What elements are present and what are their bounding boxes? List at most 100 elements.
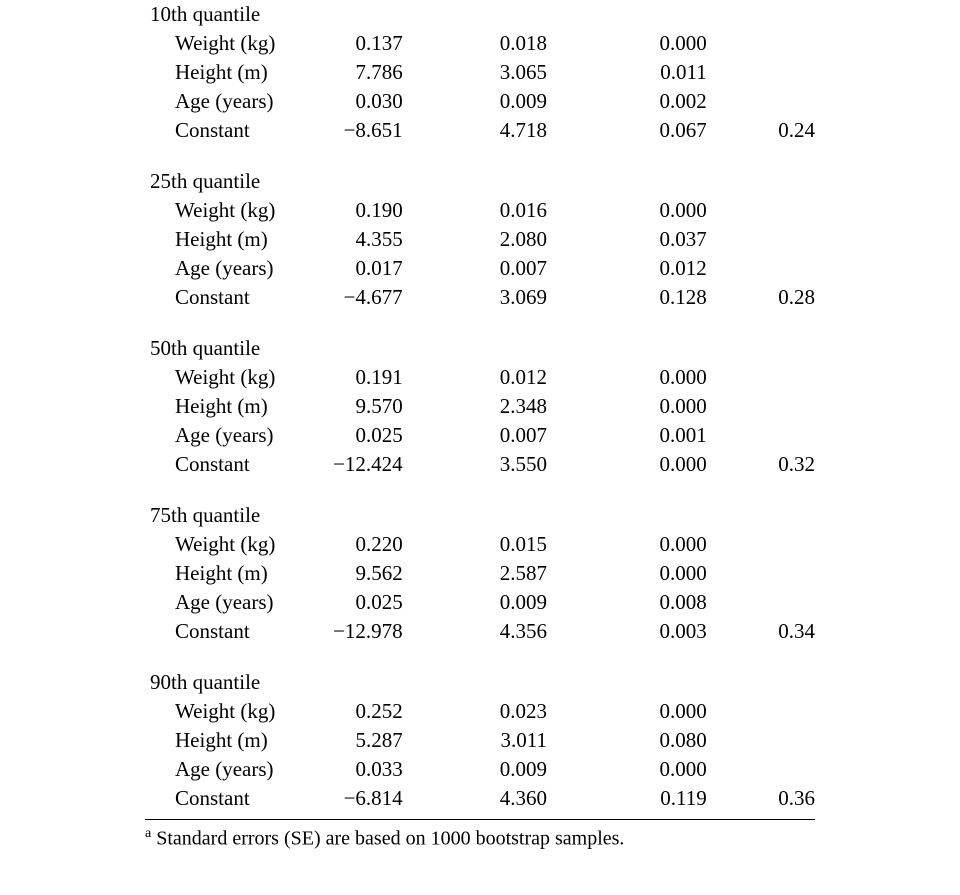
- variable-label: Weight (kg): [145, 363, 305, 392]
- group-title: 75th quantile: [145, 501, 815, 530]
- cell-b: 0.220: [305, 530, 403, 559]
- cell-r2: [707, 363, 815, 392]
- cell-se: 3.011: [403, 726, 547, 755]
- cell-p: 0.012: [547, 254, 707, 283]
- cell-p: 0.008: [547, 588, 707, 617]
- footnote: a Standard errors (SE) are based on 1000…: [145, 820, 815, 851]
- variable-label: Height (m): [145, 726, 305, 755]
- cell-r2: [707, 29, 815, 58]
- variable-label: Height (m): [145, 58, 305, 87]
- group-title: 50th quantile: [145, 334, 815, 363]
- cell-p: 0.000: [547, 363, 707, 392]
- cell-p: 0.000: [547, 697, 707, 726]
- table-row: Constant−12.4243.5500.0000.32: [145, 450, 815, 479]
- table-row: Weight (kg)0.1910.0120.000: [145, 363, 815, 392]
- variable-label: Constant: [145, 450, 305, 479]
- cell-p: 0.128: [547, 283, 707, 312]
- group-header: 50th quantile: [145, 334, 815, 363]
- cell-r2: 0.36: [707, 784, 815, 813]
- variable-label: Height (m): [145, 559, 305, 588]
- table-row: Age (years)0.0250.0090.008: [145, 588, 815, 617]
- cell-b: 9.562: [305, 559, 403, 588]
- table-row: Age (years)0.0300.0090.002: [145, 87, 815, 116]
- cell-p: 0.000: [547, 450, 707, 479]
- variable-label: Constant: [145, 283, 305, 312]
- bottom-rule: [145, 813, 815, 820]
- group-title: 90th quantile: [145, 668, 815, 697]
- variable-label: Age (years): [145, 588, 305, 617]
- cell-r2: [707, 392, 815, 421]
- cell-b: 9.570: [305, 392, 403, 421]
- variable-label: Constant: [145, 784, 305, 813]
- cell-se: 4.718: [403, 116, 547, 145]
- cell-p: 0.119: [547, 784, 707, 813]
- cell-b: 0.025: [305, 588, 403, 617]
- cell-se: 0.007: [403, 254, 547, 283]
- cell-p: 0.001: [547, 421, 707, 450]
- table-row: Weight (kg)0.1900.0160.000: [145, 196, 815, 225]
- data-table: 10th quantileWeight (kg)0.1370.0180.000H…: [145, 0, 815, 820]
- cell-r2: [707, 87, 815, 116]
- cell-r2: 0.28: [707, 283, 815, 312]
- spacer-row: [145, 312, 815, 334]
- spacer-row: [145, 479, 815, 501]
- cell-b: 0.137: [305, 29, 403, 58]
- cell-p: 0.000: [547, 29, 707, 58]
- table-row: Weight (kg)0.2520.0230.000: [145, 697, 815, 726]
- cell-p: 0.003: [547, 617, 707, 646]
- cell-se: 0.015: [403, 530, 547, 559]
- spacer-row: [145, 145, 815, 167]
- cell-r2: [707, 254, 815, 283]
- table-row: Weight (kg)0.1370.0180.000: [145, 29, 815, 58]
- cell-b: 4.355: [305, 225, 403, 254]
- cell-se: 0.023: [403, 697, 547, 726]
- cell-r2: 0.32: [707, 450, 815, 479]
- group-header: 75th quantile: [145, 501, 815, 530]
- cell-p: 0.000: [547, 755, 707, 784]
- cell-b: 0.033: [305, 755, 403, 784]
- cell-b: 0.025: [305, 421, 403, 450]
- cell-p: 0.067: [547, 116, 707, 145]
- cell-b: 0.252: [305, 697, 403, 726]
- cell-r2: 0.34: [707, 617, 815, 646]
- table-row: Age (years)0.0170.0070.012: [145, 254, 815, 283]
- cell-b: 0.030: [305, 87, 403, 116]
- table-row: Height (m)4.3552.0800.037: [145, 225, 815, 254]
- cell-p: 0.037: [547, 225, 707, 254]
- cell-b: 0.190: [305, 196, 403, 225]
- cell-b: −8.651: [305, 116, 403, 145]
- variable-label: Height (m): [145, 225, 305, 254]
- variable-label: Constant: [145, 617, 305, 646]
- cell-b: 7.786: [305, 58, 403, 87]
- footnote-text: Standard errors (SE) are based on 1000 b…: [151, 828, 624, 850]
- table-row: Height (m)9.5622.5870.000: [145, 559, 815, 588]
- cell-se: 0.009: [403, 755, 547, 784]
- variable-label: Weight (kg): [145, 196, 305, 225]
- table-row: Age (years)0.0250.0070.001: [145, 421, 815, 450]
- cell-b: 0.191: [305, 363, 403, 392]
- cell-p: 0.011: [547, 58, 707, 87]
- cell-r2: [707, 225, 815, 254]
- cell-b: −12.424: [305, 450, 403, 479]
- group-header: 10th quantile: [145, 0, 815, 29]
- cell-r2: [707, 421, 815, 450]
- group-header: 25th quantile: [145, 167, 815, 196]
- cell-r2: [707, 559, 815, 588]
- cell-b: 0.017: [305, 254, 403, 283]
- cell-b: 5.287: [305, 726, 403, 755]
- cell-p: 0.000: [547, 559, 707, 588]
- table-row: Height (m)9.5702.3480.000: [145, 392, 815, 421]
- cell-p: 0.000: [547, 196, 707, 225]
- cell-r2: [707, 588, 815, 617]
- table-row: Height (m)5.2873.0110.080: [145, 726, 815, 755]
- cell-se: 3.069: [403, 283, 547, 312]
- cell-se: 0.009: [403, 87, 547, 116]
- cell-se: 2.080: [403, 225, 547, 254]
- cell-se: 0.018: [403, 29, 547, 58]
- cell-r2: [707, 58, 815, 87]
- cell-se: 0.016: [403, 196, 547, 225]
- table-row: Constant−4.6773.0690.1280.28: [145, 283, 815, 312]
- variable-label: Age (years): [145, 755, 305, 784]
- variable-label: Weight (kg): [145, 530, 305, 559]
- cell-p: 0.080: [547, 726, 707, 755]
